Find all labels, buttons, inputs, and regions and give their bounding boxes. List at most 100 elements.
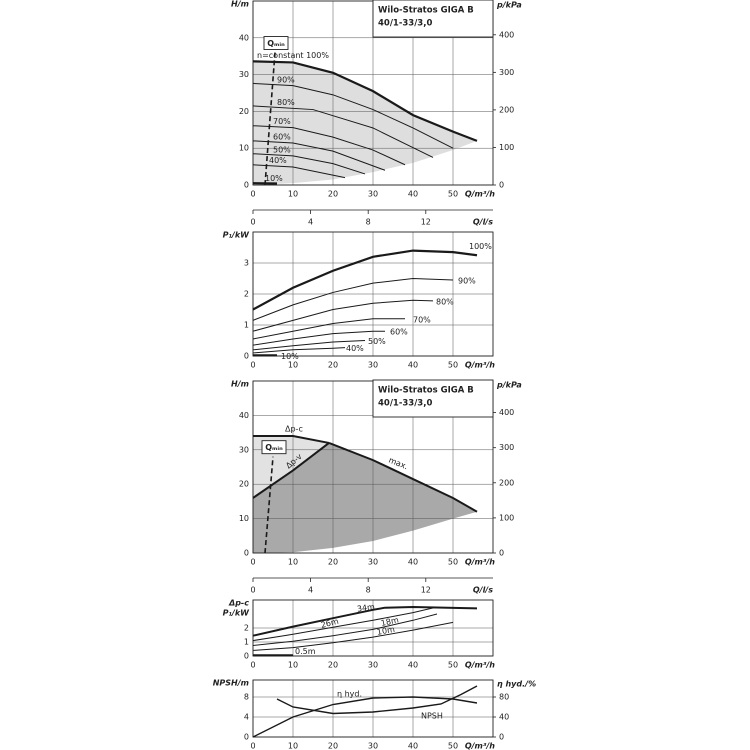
y-axis-title: NPSH/m: [213, 679, 249, 688]
y2-tick-label: 300: [499, 443, 514, 452]
qmin-label: Qₘᵢₙ: [265, 443, 283, 452]
x-axis-title: Q/m³/h: [465, 558, 495, 567]
curve: [276, 685, 478, 715]
chart-panel: 0 10 20 30 40 50 0 1 2 3 P₁/kW Q/m³/h 100% 90% 80% 70% 6…: [223, 231, 496, 370]
x2-tick-label: 4: [308, 586, 313, 595]
x-tick-label: 0: [250, 558, 255, 567]
y2-tick-label: 100: [499, 513, 514, 522]
x-tick-label: 40: [408, 742, 418, 750]
qmin-box: [263, 36, 289, 50]
chart-title: Wilo-Stratos GIGA B: [378, 6, 474, 16]
curve-label: 40%: [346, 344, 364, 353]
x2-tick-label: 0: [250, 586, 255, 595]
y2-axis-title: p/kPa: [496, 381, 522, 390]
curve: [252, 340, 366, 351]
curve-label: 0.5m: [295, 647, 316, 656]
plot-frame: [252, 679, 494, 738]
curve: [252, 299, 434, 332]
y-tick-label: 1: [244, 638, 249, 647]
curve-label: 60%: [273, 132, 291, 141]
curve-label: 26m: [320, 617, 340, 630]
x-tick-label: 50: [448, 190, 458, 199]
y-tick-label: 0: [244, 352, 249, 361]
curve-label: 10m: [376, 625, 395, 637]
x-tick-label: 40: [408, 361, 418, 370]
y-tick-label: 0: [244, 181, 249, 190]
curve: [252, 125, 406, 166]
y2-tick-label: 100: [499, 143, 514, 152]
y-tick-label: 4: [244, 713, 249, 722]
curve: [252, 621, 454, 651]
curve-label: 60%: [390, 328, 408, 337]
x2-tick-label: 12: [421, 586, 431, 595]
x-tick-label: 0: [250, 361, 255, 370]
y2-tick-label: 0: [499, 733, 504, 742]
x2-axis-title: Q/l/s: [473, 586, 493, 595]
y-tick-label: 30: [239, 70, 249, 79]
title-box: [372, 379, 494, 418]
x-tick-label: 30: [368, 361, 378, 370]
y-axis-title: H/m: [231, 380, 249, 389]
curve-label: η hyd.: [337, 689, 362, 698]
x2-axis-title: Q/l/s: [473, 218, 493, 227]
x-tick-label: 50: [448, 661, 458, 670]
curve-label: 34m: [356, 602, 375, 613]
curve: [252, 330, 385, 346]
y-tick-label: 0: [244, 733, 249, 742]
curve: [252, 442, 330, 499]
curve: [252, 318, 405, 340]
x-tick-label: 30: [368, 190, 378, 199]
x-tick-label: 40: [408, 558, 418, 567]
qmin-line: [264, 52, 276, 186]
y2-axis-title: η hyd./%: [497, 680, 536, 689]
x2-tick-label: 0: [250, 218, 255, 227]
title-box: [372, 0, 494, 38]
curve-label: NPSH: [421, 711, 443, 720]
x-tick-label: 10: [288, 558, 298, 567]
y2-axis-title: p/kPa: [496, 1, 522, 10]
y-axis-title: Δp-c: [228, 599, 249, 608]
y2-tick-label: 400: [499, 408, 514, 417]
y-axis-title: P₁/kW: [223, 231, 251, 240]
curve-label: 80%: [277, 98, 295, 107]
qmin-line: [264, 456, 274, 554]
curve: [252, 105, 434, 158]
x-tick-label: 20: [328, 190, 338, 199]
y-tick-label: 2: [244, 624, 249, 633]
x-axis-title: Q/m³/h: [465, 190, 495, 199]
curve: [252, 277, 454, 321]
curve: [253, 435, 330, 444]
y-tick-label: 10: [239, 144, 249, 153]
x-tick-label: 20: [328, 361, 338, 370]
curve: [252, 605, 478, 637]
y-tick-label: 40: [239, 33, 249, 42]
x-tick-label: 20: [328, 742, 338, 750]
x-tick-label: 0: [250, 742, 255, 750]
x-tick-label: 10: [288, 742, 298, 750]
x-axis-title: Q/m³/h: [465, 661, 495, 670]
y-tick-label: 3: [244, 259, 249, 268]
y-tick-label: 0: [244, 549, 249, 558]
y-tick-label: 30: [239, 445, 249, 454]
x-tick-label: 50: [448, 742, 458, 750]
x-tick-label: 50: [448, 361, 458, 370]
chart-title: 40/1-33/3,0: [378, 399, 432, 409]
x2-tick-label: 4: [308, 218, 313, 227]
chart-title: Wilo-Stratos GIGA B: [378, 386, 474, 396]
curve-label: 10%: [281, 352, 299, 361]
y-tick-label: 0: [244, 652, 249, 661]
chart-title: 40/1-33/3,0: [378, 19, 432, 29]
curve-label: 50%: [368, 337, 386, 346]
curve: [328, 441, 478, 513]
x2-tick-label: 8: [366, 586, 371, 595]
curve: [252, 249, 478, 311]
y2-tick-label: 40: [499, 713, 509, 722]
x-tick-label: 0: [250, 190, 255, 199]
x-tick-label: 30: [368, 558, 378, 567]
operating-area: [253, 61, 477, 185]
curve-label: n=constant 100%: [257, 51, 329, 60]
y-tick-label: 20: [239, 107, 249, 116]
curve-label: 50%: [273, 145, 291, 154]
curve: [252, 347, 346, 354]
